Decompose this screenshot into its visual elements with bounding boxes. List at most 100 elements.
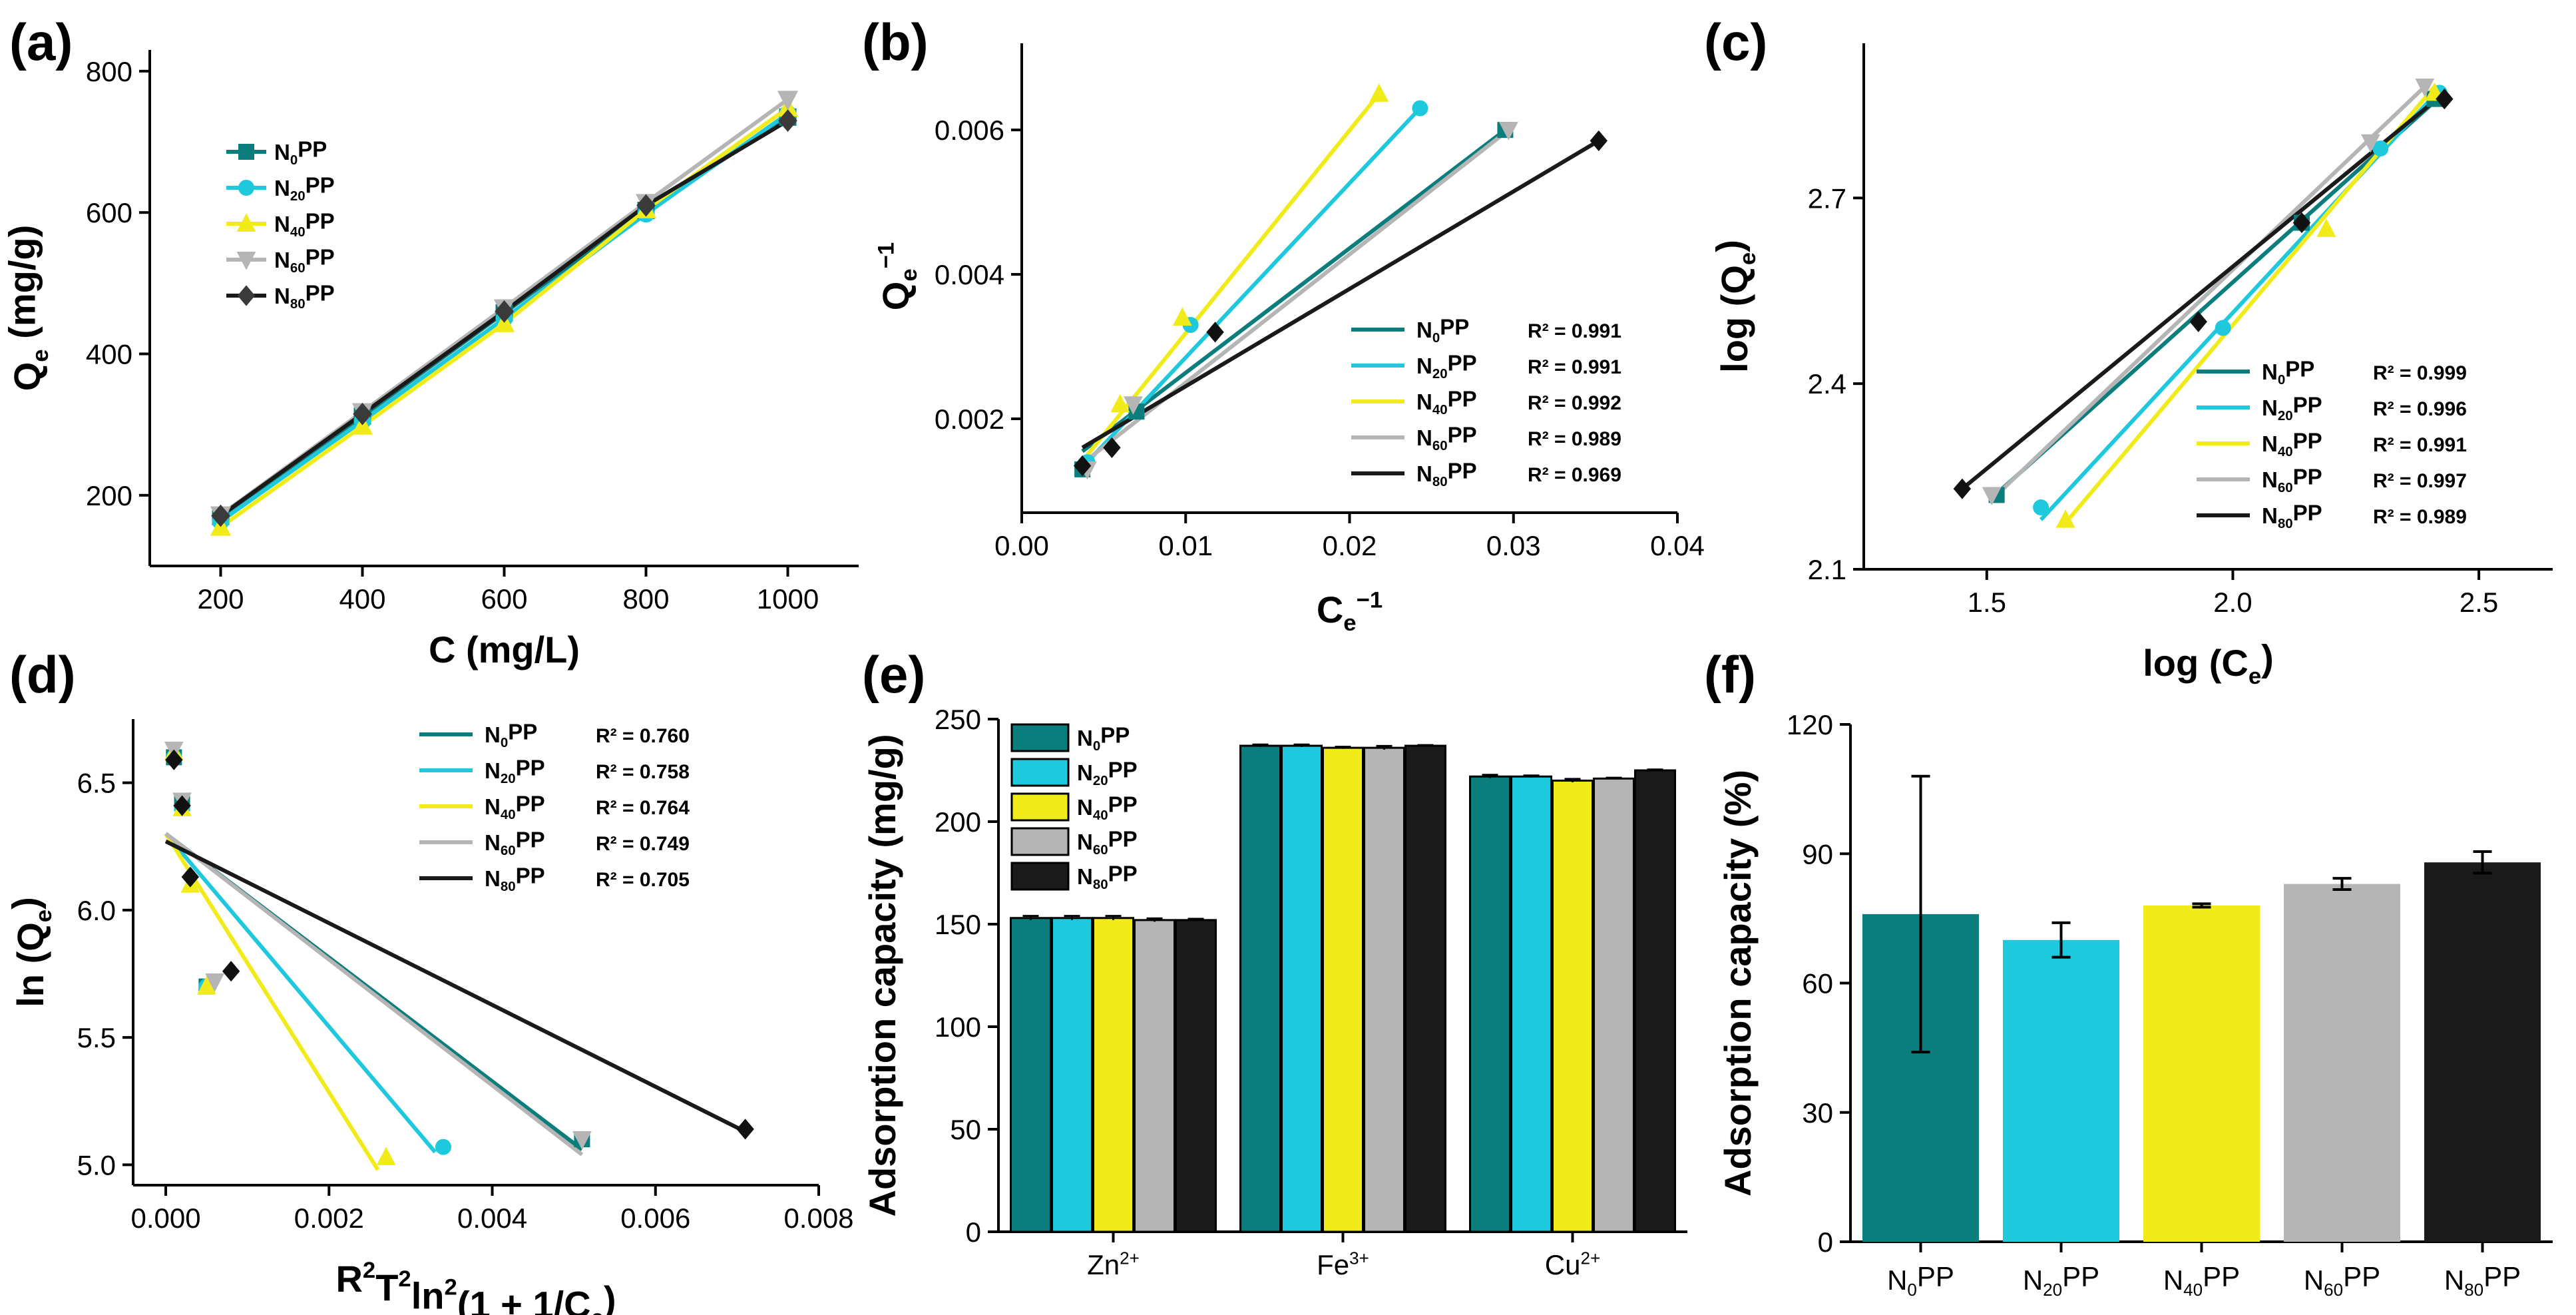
b-x-tick-label: 0.04 [1650, 530, 1705, 561]
d-y-tick-label: 6.0 [77, 895, 116, 926]
e-bar [1175, 919, 1217, 1233]
c-fit-line [1960, 91, 2446, 491]
b-y-tick-label: 0.006 [935, 115, 1004, 146]
b-x-axis-label: Ce−1 [1317, 587, 1383, 636]
e-y-tick-label: 100 [935, 1011, 981, 1043]
e-legend-swatch [1010, 827, 1070, 856]
d-legend-r2: R² = 0.760 [596, 725, 690, 747]
d-fit-line [164, 839, 746, 1134]
a-legend-label: N0PP [274, 137, 327, 168]
c-point [2361, 134, 2380, 153]
d-legend-label: N0PP [485, 720, 537, 751]
panel-label-a: (a) [9, 13, 73, 71]
f-y-tick-label: 30 [1802, 1097, 1833, 1129]
a-y-tick-label: 400 [86, 339, 132, 370]
a-point [495, 300, 514, 323]
e-bar [1552, 779, 1594, 1233]
b-point [1124, 396, 1143, 415]
b-x-tick-label: 0.01 [1158, 530, 1213, 561]
c-point [1982, 487, 2002, 506]
d-y-tick-label: 5.0 [77, 1149, 116, 1181]
d-x-tick-label: 0.006 [620, 1202, 690, 1234]
a-x-tick-label: 800 [622, 583, 669, 615]
b-point [1590, 130, 1608, 152]
c-legend-r2: R² = 0.997 [2373, 470, 2467, 492]
b-y-axis-label: Qe−1 [873, 242, 922, 310]
e-bar [1322, 746, 1364, 1233]
d-legend-label: N20PP [485, 756, 545, 787]
c-fit-line [2063, 85, 2436, 525]
panel-c-chart: 1.5 2.0 2.5 2.1 2.4 2.7 log (Ce) log (Qe) N0PP R²… [1709, 43, 2553, 689]
a-point [778, 109, 797, 132]
b-point [1073, 455, 1092, 477]
b-legend-label: N60PP [1416, 423, 1477, 454]
b-point [1412, 100, 1428, 117]
b-point [1110, 394, 1130, 413]
e-y-tick-label: 200 [935, 806, 981, 838]
c-point [2055, 509, 2075, 528]
c-x-tick-label: 1.5 [1968, 587, 2006, 618]
b-legend-r2: R² = 0.991 [1528, 356, 1621, 378]
d-point [222, 961, 240, 982]
e-bar [1239, 744, 1281, 1233]
e-y-axis-label: Adsorption capacity (mg/g) [861, 734, 903, 1217]
a-legend-label: N60PP [274, 245, 335, 276]
f-y-axis-label: Adsorption capacity (%) [1717, 770, 1759, 1196]
a-y-tick-label: 600 [86, 197, 132, 228]
d-point [196, 976, 216, 995]
c-y-tick-label: 2.7 [1808, 182, 1846, 214]
b-legend-label: N0PP [1416, 315, 1469, 346]
a-y-tick-label: 800 [86, 56, 132, 87]
d-legend-label: N80PP [485, 864, 545, 895]
a-legend-marker [238, 180, 254, 196]
f-bar [2003, 939, 2119, 1242]
b-fit-line [1081, 128, 1507, 453]
panel-b-chart: 0.00 0.01 0.02 0.03 0.04 0.002 0.004 0.006 Ce−1 Q… [873, 43, 1705, 636]
d-legend-r2: R² = 0.758 [596, 761, 690, 783]
c-point [2372, 140, 2389, 156]
a-point [353, 402, 372, 425]
e-bar [1404, 744, 1446, 1233]
b-fit-line [1081, 138, 1600, 449]
f-y-tick-label: 120 [1787, 709, 1833, 740]
panel-label-e: (e) [862, 645, 925, 704]
c-legend-label: N0PP [2262, 357, 2314, 388]
f-y-tick-label: 0 [1818, 1226, 1833, 1258]
d-legend-r2: R² = 0.705 [596, 869, 690, 891]
c-legend-r2: R² = 0.989 [2373, 506, 2467, 528]
panel-f-chart: 0 30 60 90 120 Adsorption capacity (%) N0PP N20… [1717, 709, 2553, 1300]
e-bar [1051, 917, 1093, 1233]
e-bar [1510, 775, 1552, 1233]
c-point [2033, 499, 2049, 516]
c-fit-line [1995, 85, 2426, 497]
e-bar [1010, 917, 1052, 1233]
panel-label-f: (f) [1704, 645, 1756, 704]
c-point [1953, 478, 1972, 499]
a-x-axis-label: C (mg/L) [429, 629, 580, 670]
a-legend-marker [238, 144, 254, 160]
e-y-tick-label: 150 [935, 909, 981, 940]
d-fit-line [164, 832, 437, 1154]
f-y-tick-label: 60 [1802, 968, 1833, 999]
d-point [181, 866, 200, 888]
e-legend-swatch [1010, 758, 1070, 787]
c-legend-label: N40PP [2262, 429, 2322, 460]
b-point [1369, 83, 1389, 102]
e-x-tick-label: Fe3+ [1317, 1248, 1369, 1280]
b-x-tick-label: 0.03 [1486, 530, 1541, 561]
c-point [2292, 212, 2311, 234]
d-point [376, 1147, 396, 1165]
f-x-tick-label: N40PP [2163, 1260, 2240, 1300]
c-legend-label: N20PP [2262, 393, 2322, 424]
c-y-tick-label: 2.1 [1808, 554, 1846, 585]
c-legend-label: N80PP [2262, 501, 2322, 532]
b-fit-line [1086, 93, 1381, 457]
b-point [1498, 122, 1518, 140]
a-legend-label: N80PP [274, 281, 335, 312]
b-y-tick-label: 0.004 [935, 259, 1004, 290]
e-bar [1593, 777, 1635, 1233]
panel-label-c: (c) [1704, 13, 1767, 71]
f-bar [2143, 905, 2260, 1242]
c-legend-label: N60PP [2262, 465, 2322, 496]
